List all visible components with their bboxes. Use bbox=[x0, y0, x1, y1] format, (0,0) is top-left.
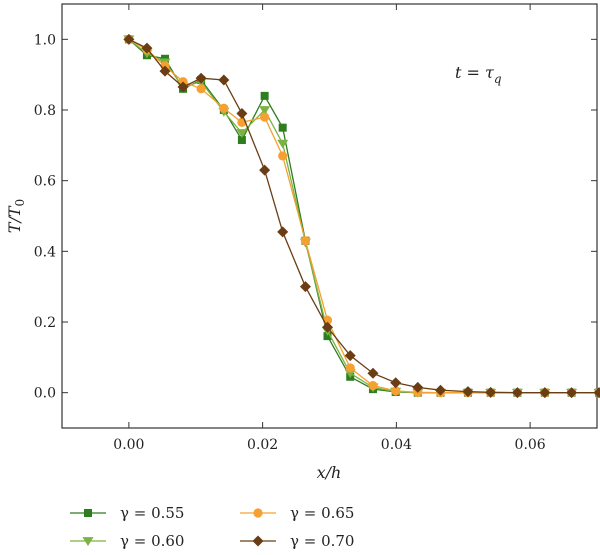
legend: γ = 0.55 γ = 0.65 γ = 0.60 γ = 0.70 bbox=[70, 504, 354, 550]
data-point bbox=[259, 164, 271, 176]
data-point bbox=[462, 386, 474, 398]
x-tick-label: 0.06 bbox=[515, 437, 546, 453]
axis-ticks: 0.00 0.02 0.04 0.06 0.0 0.2 0.4 0.6 0.8 1.0 bbox=[34, 4, 597, 453]
y-tick-label: 0.2 bbox=[34, 315, 56, 331]
data-point bbox=[159, 65, 171, 77]
legend-marker bbox=[84, 509, 92, 517]
annotation-lhs: t = τ bbox=[455, 63, 495, 82]
series-2 bbox=[123, 35, 600, 398]
series-3 bbox=[124, 34, 600, 398]
data-point bbox=[412, 381, 424, 393]
data-point bbox=[236, 129, 248, 138]
legend-item: γ = 0.60 bbox=[70, 532, 184, 550]
legend-label: γ = 0.65 bbox=[290, 504, 354, 522]
legend-label: γ = 0.70 bbox=[290, 532, 354, 550]
data-point bbox=[196, 84, 206, 94]
legend-label: γ = 0.60 bbox=[120, 532, 184, 550]
data-point bbox=[345, 363, 355, 373]
data-point bbox=[367, 367, 379, 379]
legend-marker bbox=[82, 537, 94, 546]
data-point bbox=[593, 387, 600, 399]
annotation-sub: q bbox=[494, 72, 502, 86]
y-tick-label: 0.4 bbox=[34, 244, 56, 260]
series-line bbox=[128, 38, 600, 394]
legend-marker bbox=[253, 508, 263, 518]
y-tick-label: 1.0 bbox=[34, 32, 56, 48]
data-point bbox=[299, 281, 311, 293]
legend-item: γ = 0.55 bbox=[70, 504, 184, 522]
series-1 bbox=[124, 35, 600, 397]
y-axis-title: T/T0 bbox=[5, 199, 27, 233]
x-tick-label: 0.04 bbox=[381, 437, 412, 453]
data-point bbox=[141, 42, 153, 54]
data-point bbox=[278, 151, 288, 161]
data-point bbox=[260, 112, 270, 122]
data-point bbox=[323, 332, 332, 341]
legend-item: γ = 0.65 bbox=[240, 504, 354, 522]
legend-marker bbox=[252, 535, 264, 547]
data-point bbox=[219, 103, 229, 113]
data-point bbox=[511, 387, 523, 399]
x-tick-label: 0.00 bbox=[113, 437, 144, 453]
data-point bbox=[566, 387, 578, 399]
y-axis-title-main: T/T bbox=[5, 205, 24, 233]
plot-area-frame bbox=[61, 3, 598, 429]
legend-label: γ = 0.55 bbox=[120, 504, 184, 522]
data-point bbox=[344, 350, 356, 362]
y-tick-label: 0.0 bbox=[34, 386, 56, 402]
y-tick-label: 0.6 bbox=[34, 174, 56, 190]
series-layer bbox=[123, 33, 600, 399]
data-point bbox=[278, 123, 287, 132]
legend-item: γ = 0.70 bbox=[240, 532, 354, 550]
data-point bbox=[260, 91, 269, 100]
data-point bbox=[300, 236, 311, 246]
data-point bbox=[123, 33, 135, 45]
data-point bbox=[368, 381, 378, 391]
data-point bbox=[277, 139, 289, 149]
data-point bbox=[277, 226, 289, 238]
data-point bbox=[435, 384, 447, 396]
data-point bbox=[177, 81, 189, 93]
data-point bbox=[391, 386, 401, 396]
data-point bbox=[539, 387, 551, 399]
x-axis-title: x/h bbox=[317, 463, 342, 482]
series-4 bbox=[123, 33, 600, 399]
data-point bbox=[390, 377, 402, 389]
data-point bbox=[236, 108, 248, 120]
x-tick-label: 0.02 bbox=[247, 437, 278, 453]
data-point bbox=[195, 72, 207, 84]
data-point bbox=[485, 386, 497, 398]
annotation-label: t = τq bbox=[455, 63, 502, 86]
data-point bbox=[218, 74, 230, 86]
data-point bbox=[237, 136, 246, 145]
data-point bbox=[321, 321, 333, 333]
y-axis-title-sub: 0 bbox=[13, 199, 27, 207]
data-point bbox=[259, 106, 271, 115]
y-tick-label: 0.8 bbox=[34, 103, 56, 119]
